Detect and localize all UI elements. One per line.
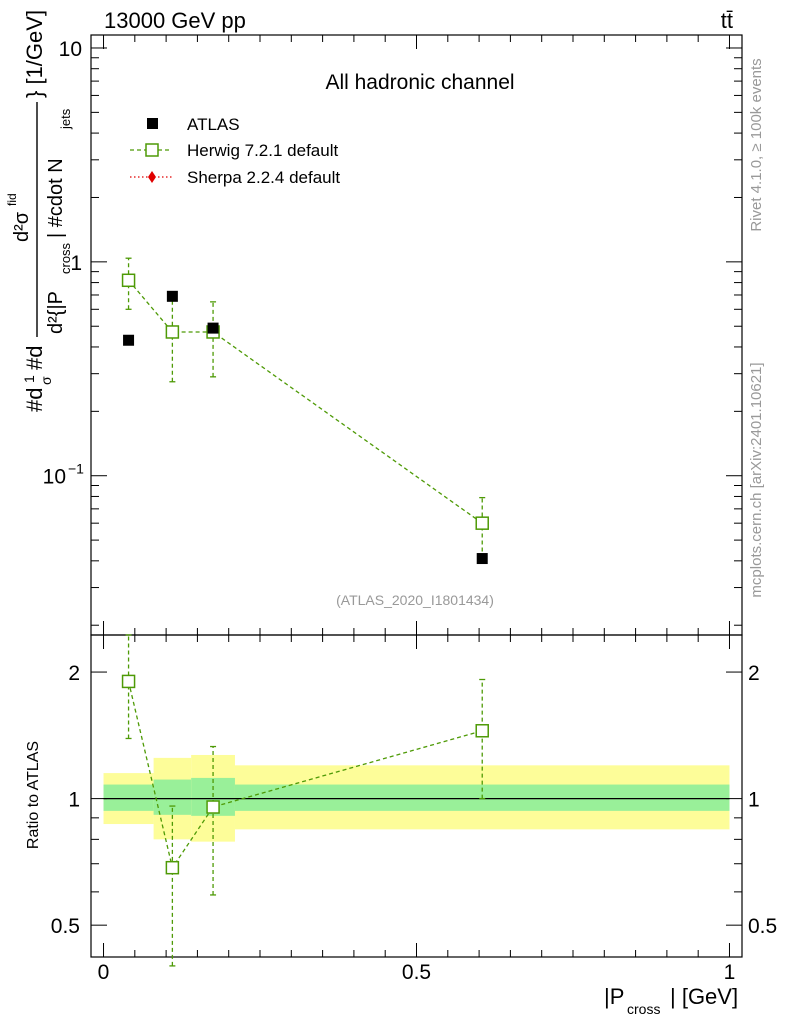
ratio-y-tick-label-right: 1 xyxy=(748,789,760,812)
ylabel-denominator-tail: | #cdot N xyxy=(45,158,67,238)
ratio-y-tick-label-right: 2 xyxy=(748,662,760,685)
main-y-tick-label-sup: −1 xyxy=(68,461,84,477)
legend-marker-sherpa xyxy=(148,171,156,183)
legend-label-atlas: ATLAS xyxy=(187,115,240,134)
legend: ATLAS Herwig 7.2.1 default Sherpa 2.2.4 … xyxy=(130,115,340,187)
ratio-herwig-point xyxy=(121,674,136,689)
ratio-y-tick-label: 2 xyxy=(68,662,80,685)
ylabel-prefix-frac-den: σ xyxy=(38,376,54,385)
ratio-y-tick-label: 1 xyxy=(68,789,80,812)
xlabel-sub: cross xyxy=(627,1001,660,1017)
herwig-point xyxy=(165,325,180,339)
herwig-point xyxy=(475,516,489,530)
rivet-version-label: Rivet 4.1.0, ≥ 100k events xyxy=(748,58,765,231)
x-tick-label: 0 xyxy=(98,961,110,984)
legend-marker-herwig xyxy=(145,143,159,157)
legend-marker-atlas xyxy=(147,118,158,129)
main-y-tick-label: 10 xyxy=(59,38,82,61)
herwig-line xyxy=(128,279,483,524)
chart-title: All hadronic channel xyxy=(325,71,514,94)
ylabel-denominator-sub: cross xyxy=(58,242,73,274)
ylabel-denominator-tail-sub: jets xyxy=(58,108,73,130)
ylabel-prefix: #d xyxy=(22,388,47,412)
mcplots-label: mcplots.cern.ch [arXiv:2401.10621] xyxy=(748,362,765,597)
x-axis-label: |P cross | [GeV] xyxy=(604,984,738,1017)
main-y-tick-label: 1 xyxy=(70,252,82,275)
ylabel-numerator: d²σ xyxy=(11,211,33,242)
ylabel-prefix-frac-num: 1 xyxy=(21,375,37,383)
ylabel-denominator: d²{|P xyxy=(45,291,67,334)
atlas-point xyxy=(207,322,219,334)
ratio-band-inner xyxy=(103,784,154,811)
ratio-y-tick-label-right: 0.5 xyxy=(748,915,777,938)
xlabel-main: |P xyxy=(604,984,624,1009)
legend-label-sherpa: Sherpa 2.2.4 default xyxy=(187,168,340,187)
atlas-point xyxy=(166,290,178,302)
ratio-y-axis-label: Ratio to ATLAS xyxy=(25,741,42,849)
atlas-point xyxy=(123,334,135,346)
legend-label-herwig: Herwig 7.2.1 default xyxy=(187,141,338,160)
ylabel-prefix-mid: #d xyxy=(22,346,47,370)
main-y-tick-label: 10 xyxy=(43,466,66,489)
ylabel-numerator-sup: fid xyxy=(5,193,19,206)
ratio-herwig-point xyxy=(165,860,180,875)
ratio-panel: 2 2 1 1 0.5 0.5 0 0.5 1 xyxy=(51,634,777,984)
energy-label: 13000 GeV pp xyxy=(104,8,246,33)
main-y-axis-label: #d 1 σ #d d²σ fid d²{|P cross | #cdot N … xyxy=(5,10,73,412)
xlabel-tail: | [GeV] xyxy=(670,984,738,1009)
ratio-herwig-line xyxy=(127,681,483,870)
x-tick-label: 0.5 xyxy=(402,961,431,984)
x-tick-label: 1 xyxy=(724,961,736,984)
herwig-point xyxy=(121,273,136,288)
ylabel-unit: } [1/GeV] xyxy=(22,10,47,98)
ratio-herwig-point xyxy=(475,724,489,738)
process-label: tt̄ xyxy=(721,8,733,33)
analysis-id: (ATLAS_2020_I1801434) xyxy=(336,592,494,608)
ratio-herwig-point xyxy=(206,800,220,814)
atlas-point xyxy=(476,553,488,565)
ratio-y-tick-label: 0.5 xyxy=(51,915,80,938)
